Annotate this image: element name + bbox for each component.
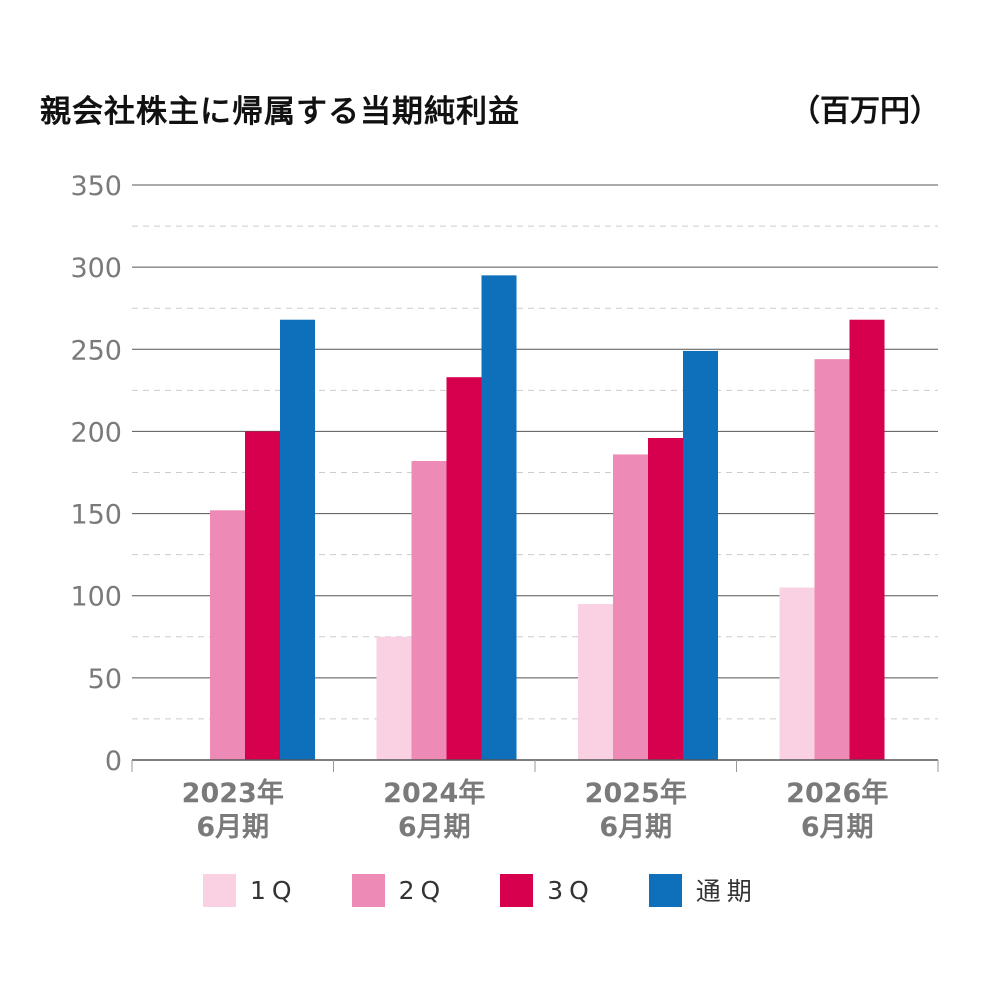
y-tick-label: 150 [70, 500, 122, 531]
bars [210, 275, 885, 760]
y-tick-label: 100 [70, 582, 122, 613]
bar-1Q-2 [578, 603, 613, 760]
bar-2Q-1 [411, 461, 447, 760]
y-tick-label: 0 [105, 746, 122, 777]
chart-title: 親会社株主に帰属する当期純利益 [40, 94, 520, 130]
bar-通期-2 [683, 350, 718, 760]
legend-item: 2Q [351, 873, 447, 907]
bar-3Q-1 [446, 377, 482, 760]
legend-label: 1Q [250, 875, 298, 905]
y-tick-label: 200 [70, 417, 122, 448]
y-tick-label: 350 [70, 171, 122, 202]
unit-label: （百万円） [790, 94, 940, 129]
legend-item: 通期 [648, 872, 758, 908]
x-tick-label: 2026年 [786, 777, 888, 809]
legend-label: 3Q [547, 875, 595, 905]
bar-3Q-3 [849, 319, 885, 760]
legend-swatch [351, 873, 385, 907]
x-tick-label: 6月期 [599, 812, 672, 843]
x-tick-label: 2024年 [383, 777, 485, 809]
legend-item: 3Q [500, 873, 595, 907]
y-tick-label: 300 [70, 253, 122, 284]
bar-1Q-1 [376, 636, 412, 760]
x-tick-label: 6月期 [801, 812, 874, 843]
legend-label: 2Q [398, 875, 447, 905]
bar-1Q-3 [779, 587, 815, 760]
bar-2Q-0 [210, 510, 245, 760]
bar-通期-1 [481, 275, 517, 760]
bar-2Q-2 [613, 454, 648, 760]
bar-2Q-3 [814, 359, 850, 760]
legend-swatch [500, 873, 534, 907]
bar-3Q-2 [648, 438, 683, 760]
x-tick-label: 6月期 [196, 812, 269, 843]
x-tick-label: 2023年 [182, 777, 284, 809]
x-tick-label: 6月期 [398, 812, 471, 843]
legend-swatch [203, 873, 236, 907]
axes: 0501001502002503003502023年6月期2024年6月期202… [70, 171, 939, 843]
x-tick-label: 2025年 [585, 777, 687, 809]
y-tick-label: 250 [70, 335, 122, 366]
legend-label: 通期 [695, 877, 758, 906]
bar-3Q-0 [245, 431, 280, 760]
legend-item: 1Q [203, 873, 298, 907]
bar-通期-0 [280, 319, 315, 760]
y-tick-label: 50 [88, 664, 122, 695]
legend: 1Q 2Q 3Q 通期 [203, 872, 812, 908]
legend-swatch [648, 873, 682, 907]
